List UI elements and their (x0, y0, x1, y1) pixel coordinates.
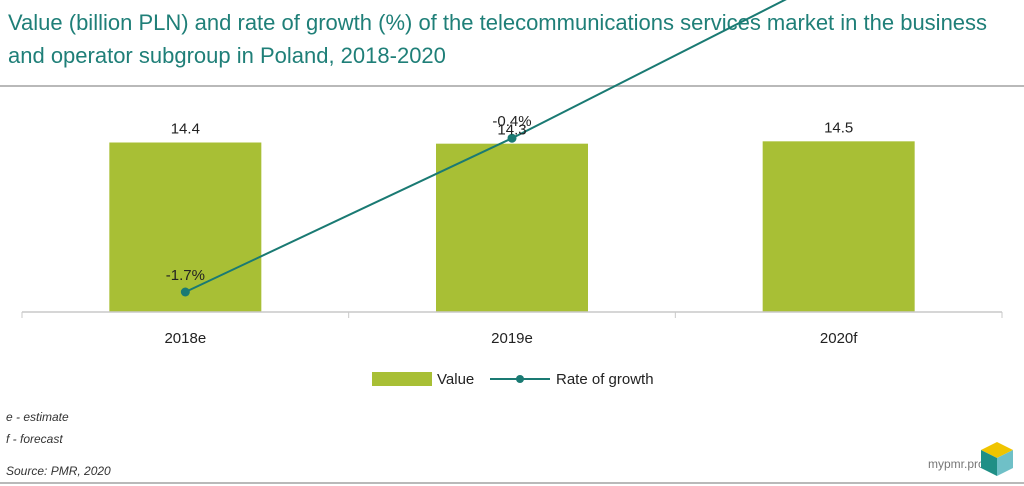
x-ticks (21, 312, 1003, 318)
bar-2018e (109, 142, 262, 312)
note-estimate: e - estimate (6, 410, 69, 424)
brand-text: mypmr.pro (928, 457, 985, 471)
bar-2020f (762, 141, 915, 312)
bottom-divider (0, 482, 1024, 484)
x-tick-label: 2018e (164, 330, 206, 347)
legend-label-value: Value (437, 371, 474, 388)
growth-value-label: 1.0% (822, 0, 856, 3)
x-tick-label: 2020f (820, 330, 858, 347)
growth-point (507, 133, 517, 143)
growth-value-label: -0.4% (492, 113, 531, 130)
data-labels: 14.4 14.3 14.5 -1.7% -0.4% 1.0% (166, 0, 856, 284)
note-forecast: f - forecast (6, 432, 63, 446)
x-tick-label: 2019e (491, 330, 533, 347)
growth-line-series (180, 0, 787, 297)
brand-logo-icon (981, 442, 1013, 476)
source-note: Source: PMR, 2020 (6, 464, 111, 478)
bar-value-label: 14.5 (824, 119, 853, 136)
bar-value-label: 14.4 (171, 121, 200, 138)
bar-value-label: 14.3 (497, 122, 526, 139)
x-tick-labels: 2018e 2019e 2020f (164, 330, 858, 347)
chart-title: Value (billion PLN) and rate of growth (… (8, 10, 988, 68)
legend-label-growth: Rate of growth (556, 371, 654, 388)
title-divider (0, 85, 1024, 87)
bar-series (109, 141, 915, 312)
bar-2019e (436, 143, 588, 312)
legend-marker-growth (516, 375, 524, 383)
legend: Value Rate of growth (372, 371, 654, 388)
legend-swatch-value (372, 372, 432, 386)
growth-value-label: -1.7% (166, 267, 205, 284)
growth-point (180, 287, 190, 297)
